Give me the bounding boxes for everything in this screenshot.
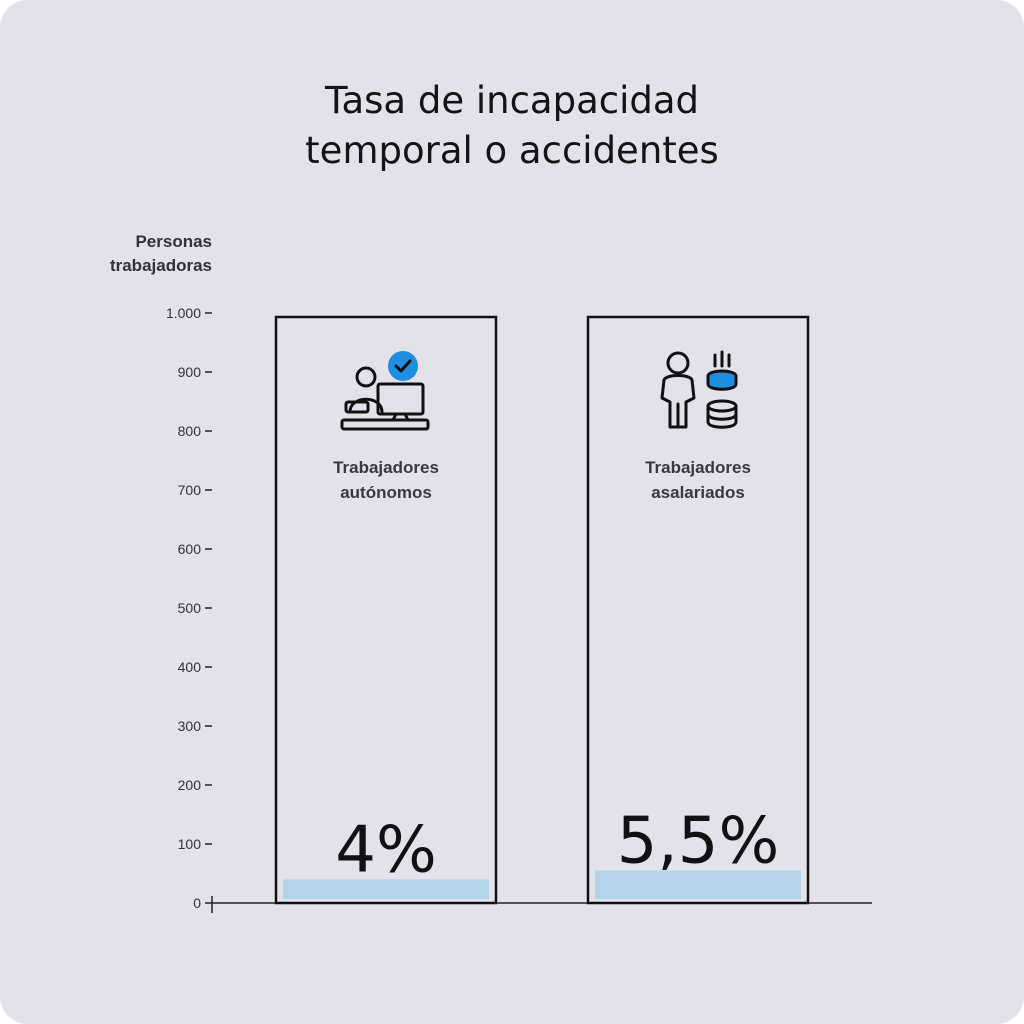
y-tick-label: 900 <box>178 364 202 380</box>
category-label: Trabajadores <box>333 458 439 477</box>
category-panel <box>274 315 498 905</box>
bar <box>595 870 801 899</box>
y-axis-label-line-2: trabajadoras <box>109 256 212 275</box>
y-axis-label: Personas trabajadoras <box>72 230 212 278</box>
y-tick-label: 800 <box>178 423 202 439</box>
y-tick-label: 600 <box>178 541 202 557</box>
y-tick-label: 400 <box>178 659 202 675</box>
person-at-computer-with-check-icon <box>340 351 430 431</box>
chart-title-line-1: Tasa de incapacidad <box>324 79 700 122</box>
y-axis-label-line-1: Personas <box>135 232 212 251</box>
y-tick-label: 200 <box>178 777 202 793</box>
bars: Trabajadores autónomos 4% Trabajadores asala… <box>274 315 810 905</box>
bar <box>283 879 489 899</box>
y-axis-ticks: 0 100 200 300 400 500 600 700 800 900 1.000 <box>166 305 212 911</box>
data-label: 5,5% <box>617 805 780 879</box>
person-with-coins-icon <box>660 350 738 429</box>
y-tick-label: 300 <box>178 718 202 734</box>
y-tick-label: 0 <box>193 895 201 911</box>
category-panel <box>586 315 810 905</box>
y-tick-label: 100 <box>178 836 202 852</box>
chart-title-line-2: temporal o accidentes <box>305 129 719 172</box>
data-label: 4% <box>335 813 437 887</box>
category-label: asalariados <box>651 483 745 502</box>
y-tick-label: 1.000 <box>166 305 201 321</box>
category-label: Trabajadores <box>645 458 751 477</box>
y-tick-label: 700 <box>178 482 202 498</box>
y-tick-label: 500 <box>178 600 202 616</box>
category-label: autónomos <box>340 483 432 502</box>
chart-title: Tasa de incapacidad temporal o accidente… <box>112 76 912 176</box>
